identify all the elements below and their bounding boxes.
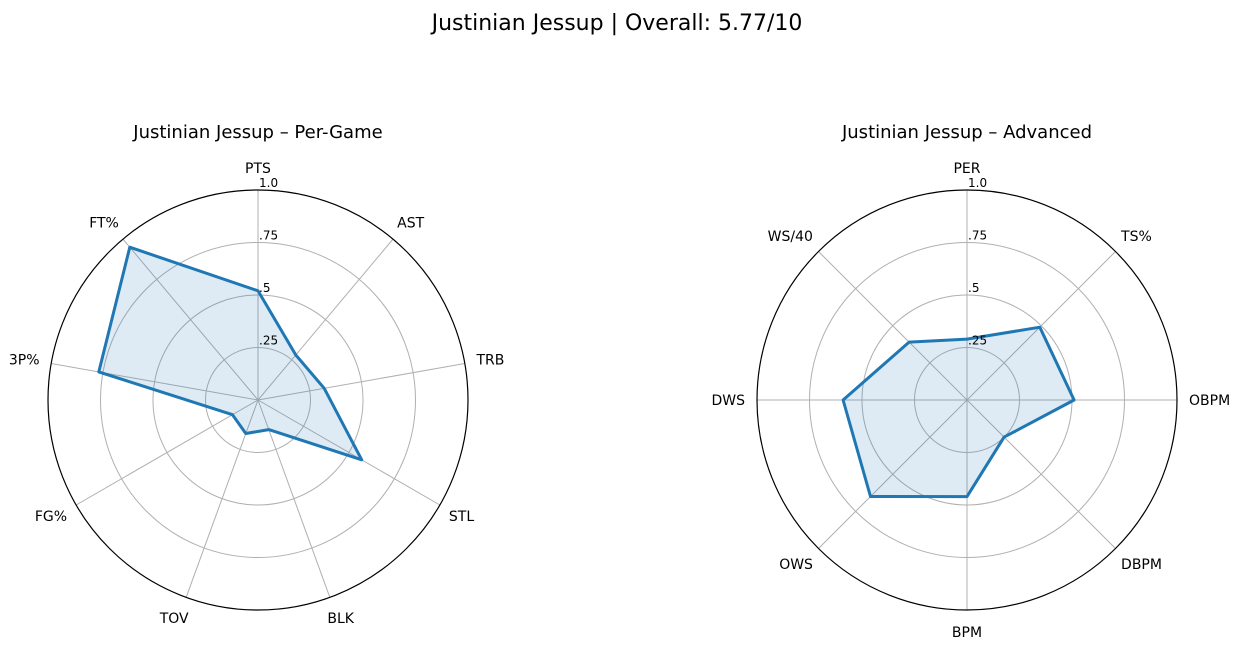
advanced-axis-label-per: PER bbox=[953, 161, 980, 177]
advanced-axis-label-ts-pct: TS% bbox=[1120, 229, 1152, 245]
per-game-chart-title: Justinian Jessup – Per-Game bbox=[132, 122, 382, 143]
per-game-rtick-label: 1.0 bbox=[259, 176, 278, 190]
advanced-radar-chart: Justinian Jessup – Advanced .25 .5 .75 1.0P… bbox=[711, 122, 1230, 641]
per-game-axis-label-trb: TRB bbox=[475, 353, 504, 369]
advanced-rtick-label: .5 bbox=[968, 281, 979, 295]
per-game-axis-label-ast: AST bbox=[397, 215, 424, 231]
per-game-axis-label-fg-pct: FG% bbox=[35, 509, 67, 525]
per-game-axis-label-blk: BLK bbox=[327, 611, 354, 627]
advanced-axis-label-ows: OWS bbox=[779, 557, 813, 573]
per-game-axis-label-ft-pct: FT% bbox=[89, 215, 119, 231]
advanced-series-area bbox=[843, 327, 1074, 496]
advanced-rtick-label: .75 bbox=[968, 229, 987, 243]
per-game-series-area bbox=[99, 247, 362, 460]
per-game-rtick-label: .75 bbox=[259, 229, 278, 243]
advanced-rtick-label: .25 bbox=[968, 334, 987, 348]
per-game-rtick-label: .25 bbox=[259, 334, 278, 348]
advanced-chart-title: Justinian Jessup – Advanced bbox=[841, 122, 1092, 143]
advanced-axis-label-dbpm: DBPM bbox=[1121, 557, 1162, 573]
advanced-axis-label-ws-per-40: WS/40 bbox=[768, 229, 813, 245]
advanced-axis-label-obpm: OBPM bbox=[1189, 393, 1230, 409]
per-game-spoke bbox=[76, 400, 258, 505]
per-game-axis-label-stl: STL bbox=[449, 509, 474, 525]
advanced-axis-label-dws: DWS bbox=[711, 393, 745, 409]
per-game-rtick-label: .5 bbox=[259, 281, 270, 295]
per-game-radar-chart: Justinian Jessup – Per-Game .25 .5 .75 1.0P… bbox=[9, 122, 504, 627]
per-game-axis-label-tov: TOV bbox=[159, 611, 189, 627]
advanced-rtick-label: 1.0 bbox=[968, 176, 987, 190]
advanced-axis-label-bpm: BPM bbox=[952, 625, 982, 641]
per-game-axis-label-pts: PTS bbox=[245, 161, 271, 177]
per-game-axis-label-3p-pct: 3P% bbox=[9, 353, 40, 369]
figure-title: Justinian Jessup | Overall: 5.77/10 bbox=[430, 11, 803, 36]
